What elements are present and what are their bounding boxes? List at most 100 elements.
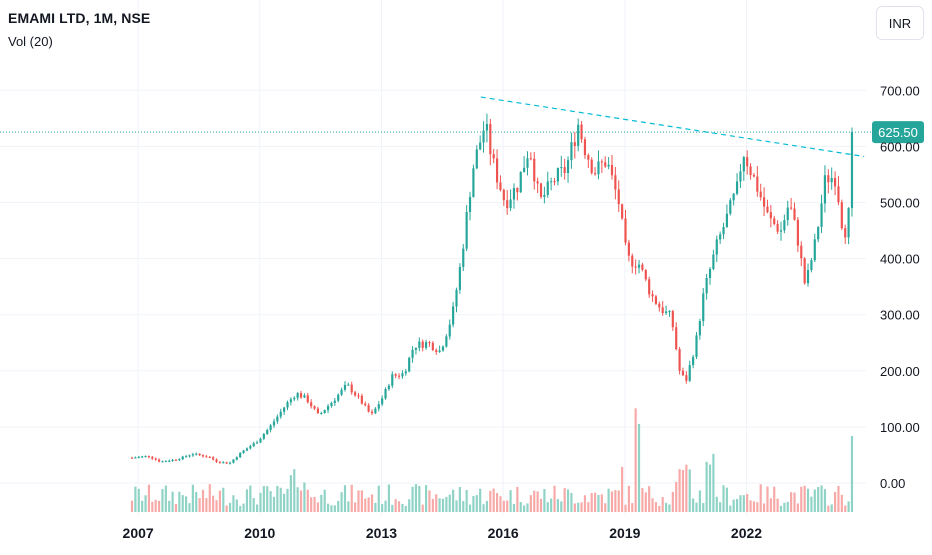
volume-bar bbox=[617, 490, 620, 512]
candle-body bbox=[519, 171, 522, 193]
candle-body bbox=[242, 450, 245, 453]
candle-body bbox=[708, 268, 712, 278]
candle-body bbox=[185, 456, 188, 458]
candle-body bbox=[604, 162, 607, 167]
volume-bar bbox=[708, 464, 712, 512]
candle-body bbox=[698, 321, 701, 336]
volume-bar bbox=[773, 486, 776, 512]
volume-bar bbox=[391, 504, 394, 512]
candle-body bbox=[316, 408, 320, 414]
candle-body bbox=[583, 139, 587, 156]
chart-overlays: 625.50 bbox=[0, 96, 924, 158]
volume-bar bbox=[796, 503, 799, 512]
candle-body bbox=[786, 207, 789, 221]
x-tick-label: 2013 bbox=[366, 525, 397, 541]
x-tick-label: 2019 bbox=[609, 525, 640, 541]
candle-body bbox=[283, 407, 286, 412]
volume-bar bbox=[668, 504, 671, 512]
candle-body bbox=[722, 226, 725, 235]
volume-bar bbox=[624, 504, 627, 512]
volume-bar bbox=[360, 490, 363, 512]
candle-body bbox=[566, 160, 570, 173]
volume-bar bbox=[840, 494, 843, 512]
candle-body bbox=[208, 457, 211, 459]
candle-body bbox=[658, 303, 661, 308]
x-tick-label: 2016 bbox=[488, 525, 519, 541]
candle-body bbox=[695, 335, 698, 357]
volume-bar bbox=[306, 489, 309, 512]
volume-bar bbox=[847, 501, 850, 512]
volume-bar bbox=[350, 484, 353, 512]
volume-bar bbox=[519, 501, 522, 512]
symbol-title[interactable]: EMAMI LTD, 1M, NSE bbox=[8, 10, 151, 26]
candle-body bbox=[479, 142, 482, 150]
candle-body bbox=[259, 438, 262, 443]
volume-bar bbox=[820, 485, 823, 512]
candle-body bbox=[546, 181, 549, 195]
candle-body bbox=[262, 434, 265, 439]
volume-bar bbox=[222, 487, 225, 512]
volume-bar bbox=[844, 505, 847, 512]
volume-bar bbox=[823, 489, 827, 512]
candle-body bbox=[817, 226, 820, 240]
candle-body bbox=[607, 164, 610, 167]
volume-bar bbox=[830, 504, 833, 512]
volume-bar bbox=[712, 453, 715, 512]
candle-body bbox=[675, 327, 678, 350]
volume-bar bbox=[800, 486, 803, 512]
volume-bar bbox=[479, 488, 482, 512]
candle-body bbox=[840, 202, 843, 229]
candle-body bbox=[735, 181, 739, 194]
candle-body bbox=[445, 336, 448, 347]
volume-bar bbox=[252, 498, 255, 512]
volume-bar bbox=[536, 491, 539, 512]
candle-body bbox=[364, 403, 367, 406]
candle-body bbox=[702, 293, 705, 322]
candle-body bbox=[769, 212, 772, 219]
candle-body bbox=[536, 181, 539, 184]
candle-body bbox=[289, 399, 292, 403]
candle-body bbox=[435, 350, 438, 352]
volume-bar bbox=[151, 501, 154, 512]
candle-body bbox=[191, 454, 194, 456]
volume-bar bbox=[604, 503, 607, 512]
candle-body bbox=[448, 324, 451, 337]
volume-bar bbox=[621, 467, 624, 512]
volume-bar bbox=[215, 500, 218, 512]
volume-bar bbox=[347, 501, 350, 512]
volume-bar bbox=[384, 500, 387, 512]
candle-body bbox=[239, 452, 242, 458]
currency-button[interactable]: INR bbox=[876, 6, 924, 40]
volume-indicator-label[interactable]: Vol (20) bbox=[8, 34, 53, 49]
volume-bar bbox=[817, 486, 820, 512]
candle-body bbox=[157, 459, 161, 462]
volume-bar bbox=[475, 495, 478, 512]
axes: 700.00 600.00 500.00 400.00 300.00 200.00 100.… bbox=[123, 83, 920, 541]
candle-body bbox=[556, 168, 560, 182]
candle-body bbox=[218, 461, 221, 463]
candle-body bbox=[293, 397, 296, 400]
y-tick-label: 500.00 bbox=[880, 196, 920, 211]
y-tick-label: 600.00 bbox=[880, 139, 920, 154]
volume-bar bbox=[553, 485, 556, 512]
volume-bar bbox=[610, 491, 614, 512]
volume-bar bbox=[583, 495, 587, 512]
candle-body bbox=[823, 175, 827, 204]
candle-body bbox=[286, 402, 289, 408]
candle-body bbox=[245, 448, 249, 451]
candle-body bbox=[712, 254, 715, 269]
candle-body bbox=[370, 411, 374, 414]
candle-body bbox=[168, 460, 171, 462]
candle-body bbox=[678, 349, 681, 371]
candle-body bbox=[509, 199, 512, 209]
candle-body bbox=[621, 204, 624, 219]
candle-body bbox=[614, 175, 617, 190]
candle-body bbox=[543, 194, 546, 197]
volume-bar bbox=[377, 485, 380, 512]
candle-body bbox=[692, 356, 695, 366]
volume-bar bbox=[546, 502, 549, 512]
candle-body bbox=[827, 175, 830, 183]
candle-body bbox=[391, 374, 394, 386]
